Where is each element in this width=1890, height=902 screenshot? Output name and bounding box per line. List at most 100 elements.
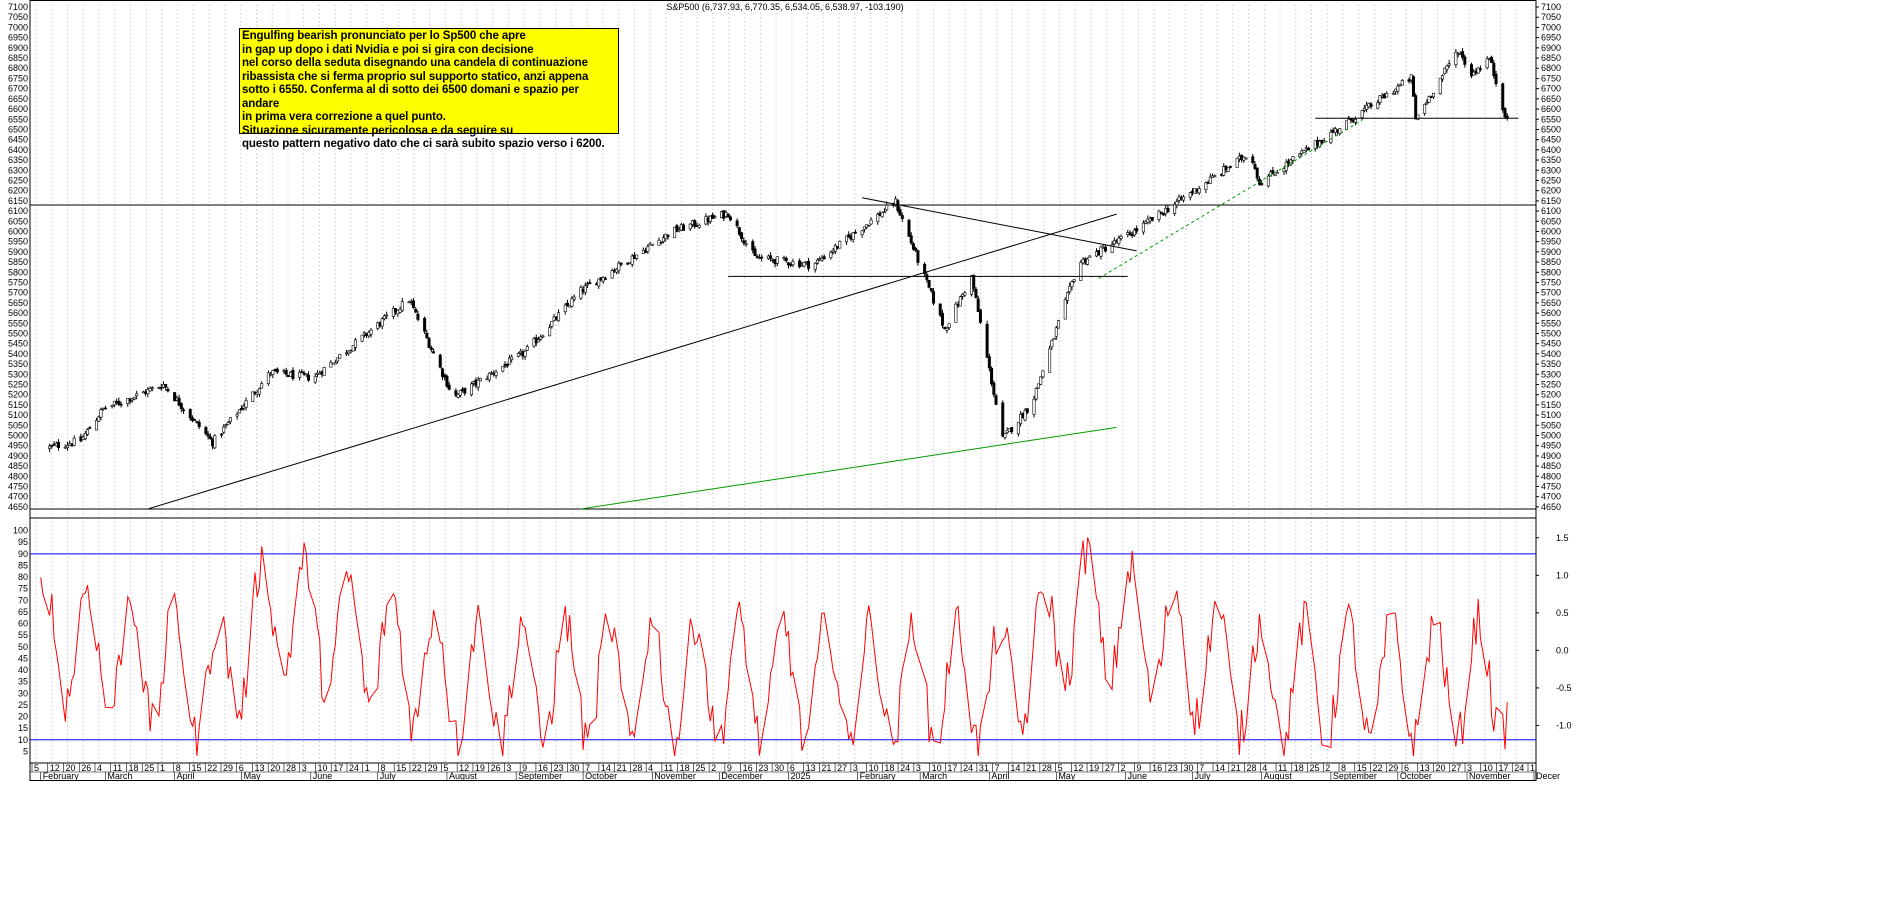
candle-body — [237, 409, 241, 414]
candle-body — [958, 296, 962, 307]
price-tick-label-left: 5500 — [8, 328, 28, 338]
price-tick-label-right: 6850 — [1541, 53, 1561, 63]
candle-body — [1492, 62, 1496, 77]
candle-body — [1423, 104, 1427, 114]
candle-body — [445, 375, 449, 387]
price-tick-label-right: 6900 — [1541, 43, 1561, 53]
day-label: 12 — [459, 763, 469, 773]
candle-body — [1307, 147, 1311, 151]
day-label: 1 — [365, 763, 370, 773]
indicator-panel — [30, 537, 1536, 757]
candle-body — [224, 424, 228, 427]
indicator-tick-label-left: 55 — [18, 630, 28, 640]
candle-body — [688, 223, 692, 230]
day-label: 3 — [506, 763, 511, 773]
candle-body — [1376, 102, 1380, 109]
day-label: 7 — [1199, 763, 1204, 773]
candle-body — [333, 362, 337, 365]
day-label: 10 — [317, 763, 327, 773]
candle-body — [416, 313, 420, 320]
candle-body — [432, 351, 436, 354]
day-label: 22 — [412, 763, 422, 773]
price-tick-label-left: 4700 — [8, 492, 28, 502]
day-label: 5 — [443, 763, 448, 773]
candle-body — [494, 371, 498, 376]
price-tick-label-right: 6500 — [1541, 124, 1561, 134]
price-tick-label-left: 6000 — [8, 226, 28, 236]
price-tick-label-left: 5250 — [8, 379, 28, 389]
day-label: 30 — [1184, 763, 1194, 773]
candle-body — [586, 283, 590, 286]
day-label: 28 — [632, 763, 642, 773]
day-label: 21 — [617, 763, 627, 773]
candle-body — [802, 262, 806, 267]
day-label: 4 — [1262, 763, 1267, 773]
month-label: April — [177, 771, 195, 781]
day-label: 16 — [1152, 763, 1162, 773]
candle-body — [447, 384, 451, 390]
candle-body — [675, 225, 679, 232]
candle-body — [206, 434, 210, 437]
candle-body — [635, 254, 639, 259]
day-label: 24 — [349, 763, 359, 773]
candle-body — [1266, 175, 1270, 187]
price-tick-label-left: 4650 — [8, 502, 28, 512]
candle-body — [713, 216, 717, 219]
candle-body — [753, 248, 757, 256]
candle-body — [844, 235, 848, 243]
price-tick-label-left: 6400 — [8, 145, 28, 155]
candle-body — [1411, 76, 1415, 97]
candle-body — [972, 274, 976, 289]
candle-body — [398, 309, 402, 313]
price-tick-label-left: 5600 — [8, 308, 28, 318]
price-tick-label-right: 5950 — [1541, 237, 1561, 247]
price-tick-label-left: 6850 — [8, 53, 28, 63]
price-tick-label-left: 5650 — [8, 298, 28, 308]
candle-body — [1275, 172, 1279, 174]
candle-body — [1338, 128, 1342, 134]
candle-body — [275, 368, 279, 373]
candle-body — [1211, 175, 1215, 179]
price-tick-label-right: 5100 — [1541, 410, 1561, 420]
candle-body — [867, 224, 871, 227]
candle-body — [226, 422, 230, 425]
candle-body — [938, 303, 942, 316]
candle-body — [1322, 140, 1326, 143]
day-label: 20 — [1436, 763, 1446, 773]
candle-body — [900, 215, 904, 219]
price-tick-label-left: 6950 — [8, 33, 28, 43]
candle-body — [755, 256, 759, 259]
day-label: 1 — [1530, 763, 1535, 773]
candle-body — [110, 405, 114, 407]
price-tick-label-right: 6150 — [1541, 196, 1561, 206]
candle-body — [1360, 110, 1364, 118]
month-label: October — [585, 771, 617, 781]
month-label: February — [43, 771, 80, 781]
day-label: 14 — [1215, 763, 1225, 773]
price-tick-label-left: 6150 — [8, 196, 28, 206]
candle-body — [1052, 337, 1056, 340]
candle-body — [932, 291, 936, 304]
price-tick-label-left: 4950 — [8, 441, 28, 451]
candle-body — [784, 257, 788, 262]
candle-body — [456, 393, 460, 398]
day-label: 18 — [680, 763, 690, 773]
candle-body — [329, 362, 333, 368]
day-label: 7 — [585, 763, 590, 773]
candle-body — [807, 260, 811, 269]
price-tick-label-left: 4800 — [8, 471, 28, 481]
candle-body — [1445, 65, 1449, 70]
candle-body — [336, 357, 340, 362]
candle-body — [769, 255, 773, 259]
candle-body — [130, 398, 134, 401]
candle-body — [760, 256, 764, 259]
price-tick-label-left: 6200 — [8, 186, 28, 196]
indicator-tick-label-right: -0.5 — [1556, 683, 1572, 693]
candle-body — [1086, 258, 1090, 265]
candle-body — [135, 393, 139, 396]
day-label: 19 — [475, 763, 485, 773]
candle-body — [579, 287, 583, 299]
candle-body — [1070, 281, 1074, 288]
month-label: December — [721, 771, 763, 781]
candle-body — [1255, 167, 1259, 179]
